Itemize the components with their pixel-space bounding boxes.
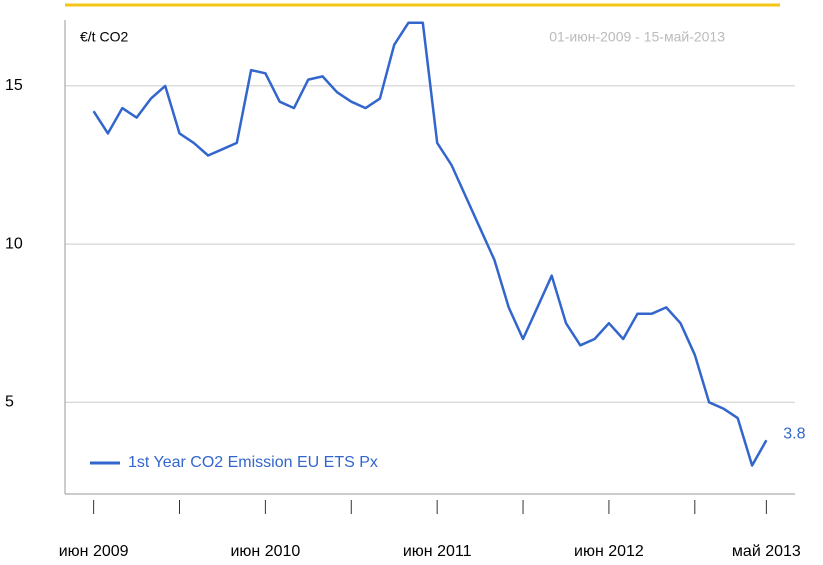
unit-label: €/t CO2 <box>80 29 128 45</box>
x-tick-label: июн 2009 <box>59 543 129 560</box>
value-label: 3.8 <box>783 425 805 442</box>
series-line <box>92 21 768 467</box>
y-tick-label: 15 <box>5 77 23 94</box>
date-range: 01-июн-2009 - 15-май-2013 <box>549 29 725 45</box>
y-tick-label: 5 <box>5 393 14 410</box>
legend-label: 1st Year CO2 Emission EU ETS Px <box>128 454 378 471</box>
x-tick-label: июн 2010 <box>230 543 300 560</box>
x-tick-label: май 2013 <box>732 543 801 560</box>
x-tick-label: июн 2012 <box>574 543 644 560</box>
y-tick-label: 10 <box>5 235 23 252</box>
x-tick-label: июн 2011 <box>403 543 472 560</box>
